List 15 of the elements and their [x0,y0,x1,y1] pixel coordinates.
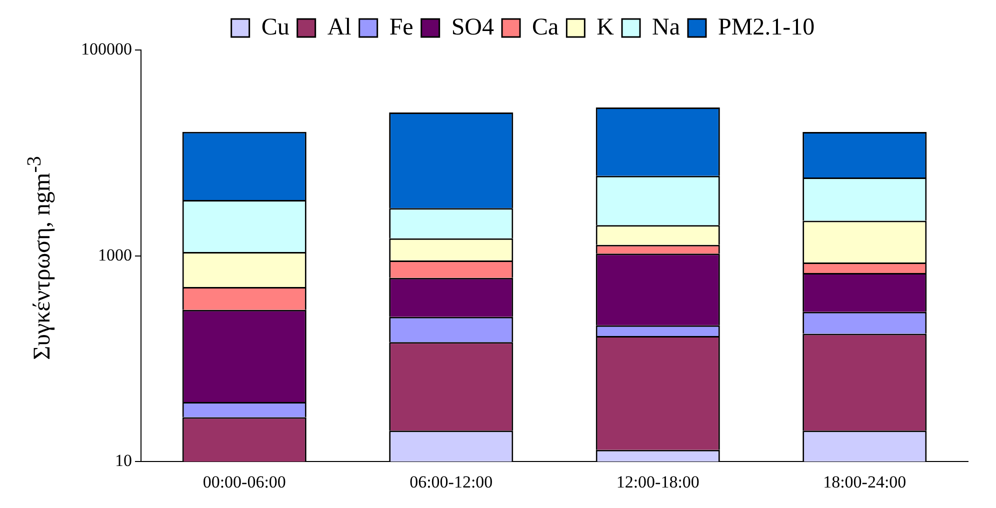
y-tick-label: 1000 [98,245,132,264]
x-tick-label: 00:00-06:00 [202,472,286,492]
x-tick-label: 06:00-12:00 [410,472,493,492]
legend-label: Ca [532,14,560,40]
legend-label: Al [327,14,352,40]
legend-label: Fe [389,14,414,40]
legend-label: SO4 [451,14,494,40]
legend-label: Cu [261,14,290,40]
legend-label: Na [652,14,680,40]
x-tick-label: 12:00-18:00 [616,472,700,492]
legend-label: K [596,14,615,40]
y-tick-label: 10 [115,451,132,470]
legend-label: PM2.1-10 [718,14,815,40]
y-tick-label: 100000 [81,39,132,58]
x-tick-label: 18:00-24:00 [823,472,906,492]
